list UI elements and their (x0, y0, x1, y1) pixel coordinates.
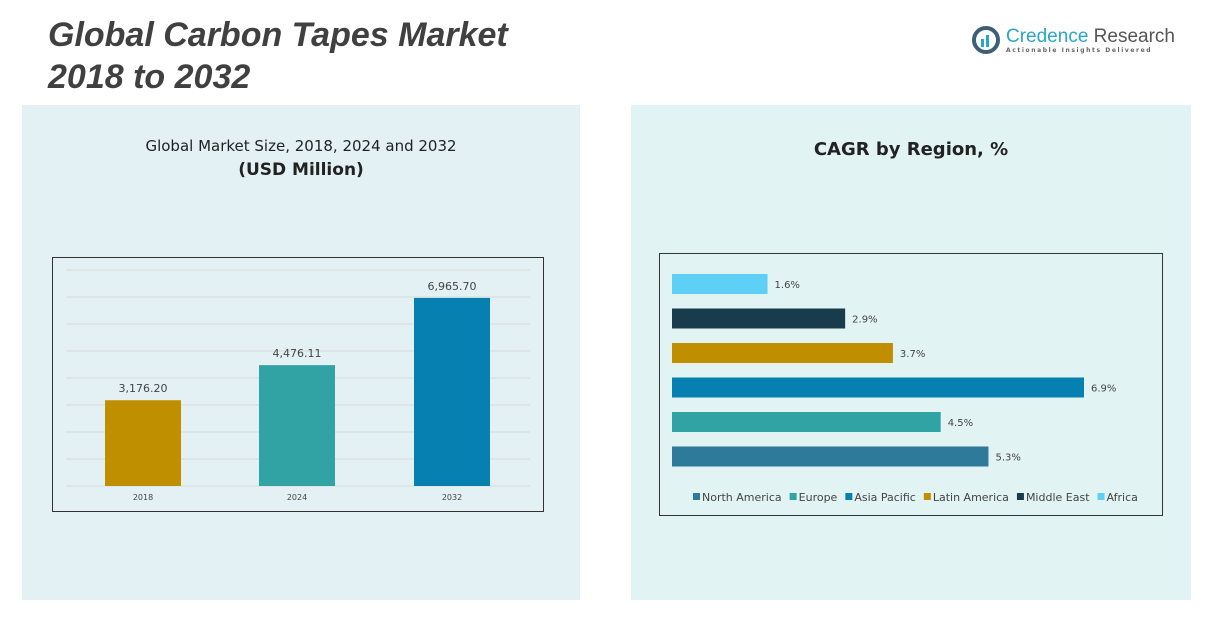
chart1-frame (52, 257, 544, 512)
legend-swatch (789, 493, 797, 500)
bar-north-america (672, 446, 989, 467)
chart1-title: Global Market Size, 2018, 2024 and 2032 (145, 137, 457, 155)
data-label: 3.7% (900, 349, 925, 360)
legend-swatch (1016, 493, 1024, 500)
bar-2018 (105, 400, 181, 486)
data-label: 6.9% (1091, 384, 1116, 395)
bar-africa (672, 274, 768, 294)
x-tick-label: 2032 (442, 493, 462, 502)
data-label: 2.9% (852, 315, 877, 326)
legend-swatch (693, 493, 700, 500)
bar-asia-pacific (672, 377, 1084, 398)
legend-item: Africa (1107, 491, 1138, 504)
bar-2032 (414, 297, 490, 486)
legend-item: Latin America (933, 491, 1009, 504)
data-label: 1.6% (775, 280, 800, 291)
chart1-subtitle: (USD Million) (238, 160, 364, 180)
legend-item: Europe (799, 491, 838, 504)
page-title: Global Carbon Tapes Market 2018 to 2032 (48, 14, 508, 98)
legend-swatch (923, 493, 931, 500)
data-label: 5.3% (995, 453, 1020, 464)
legend-swatch (845, 493, 853, 500)
data-label: 6,965.70 (428, 280, 477, 293)
bar-2024 (259, 365, 335, 486)
data-label: 3,176.20 (119, 382, 168, 395)
title-line-2: 2018 to 2032 (48, 58, 251, 96)
logo-icon (972, 26, 1000, 54)
logo-tagline: Actionable Insights Delivered (1006, 46, 1153, 54)
logo-name-2: Research (1088, 25, 1175, 47)
legend-swatch (1097, 493, 1105, 500)
data-label: 4.5% (948, 418, 973, 429)
bar-middle-east (672, 308, 846, 329)
chart2-frame (659, 253, 1163, 516)
x-tick-label: 2024 (287, 493, 307, 502)
legend-item: Middle East (1026, 491, 1090, 504)
logo: Credence Research Actionable Insights De… (972, 26, 1175, 54)
legend-item: North America (702, 491, 782, 504)
bar-latin-america (672, 343, 893, 363)
chart2-title: CAGR by Region, % (813, 139, 1009, 160)
legend-item: Asia Pacific (854, 491, 916, 504)
title-line-1: Global Carbon Tapes Market (48, 16, 508, 54)
x-tick-label: 2018 (133, 493, 153, 502)
logo-name: Credence (1006, 25, 1089, 47)
data-label: 4,476.11 (273, 347, 322, 360)
bar-europe (672, 412, 941, 432)
